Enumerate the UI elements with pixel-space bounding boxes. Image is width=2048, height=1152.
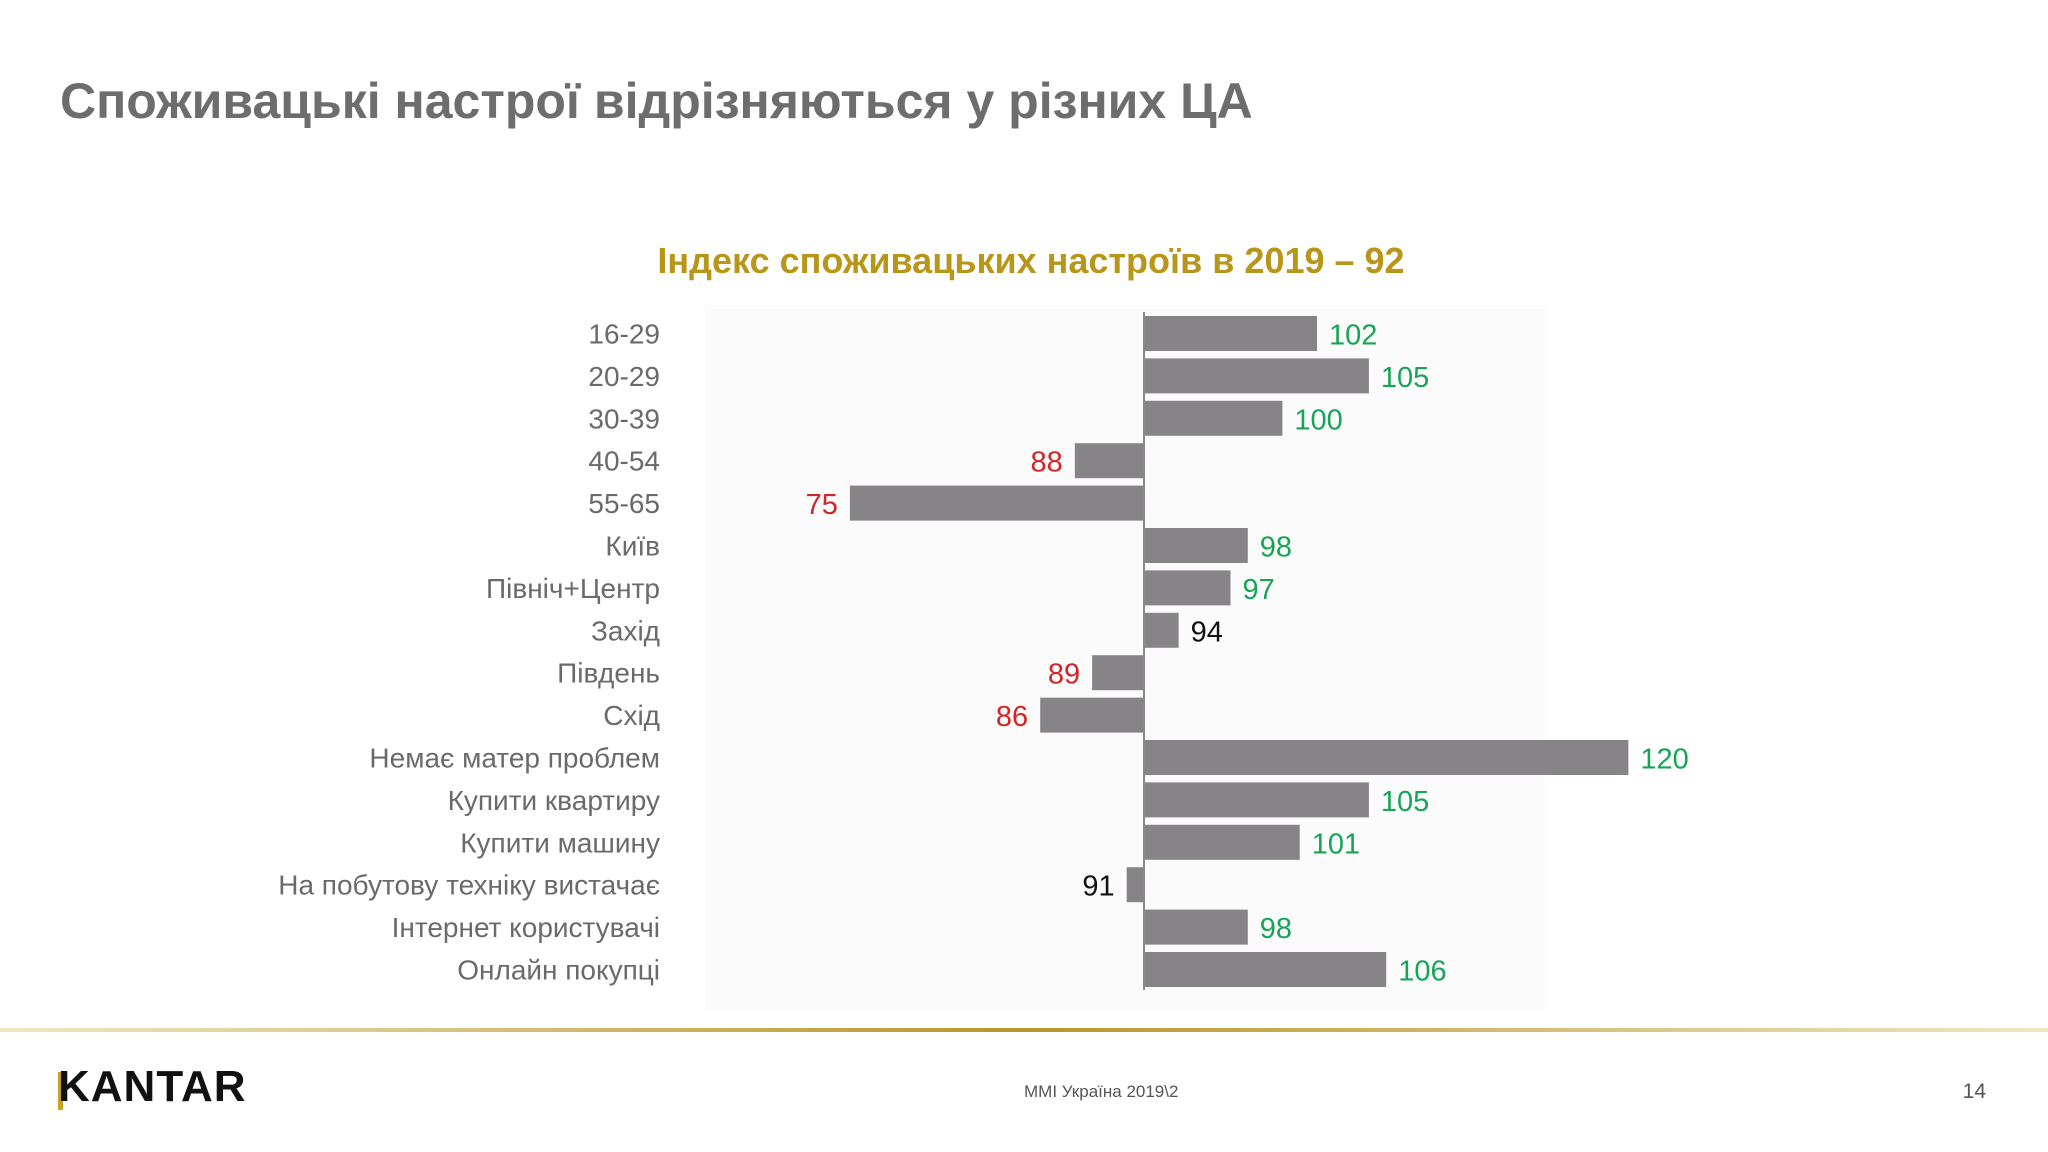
value-label: 88 — [1031, 447, 1063, 479]
value-label: 89 — [1048, 659, 1080, 691]
value-label: 120 — [1640, 744, 1688, 776]
bar — [1092, 655, 1144, 691]
slide-title: Споживацькі настрої відрізняються у різн… — [60, 73, 1253, 129]
category-label: Південь — [557, 658, 660, 689]
category-label: 16-29 — [588, 319, 660, 350]
bar — [1126, 867, 1144, 903]
bar — [1144, 740, 1629, 775]
category-label: Схід — [603, 700, 660, 731]
bar — [1144, 909, 1248, 945]
value-label: 105 — [1381, 786, 1429, 818]
chart-title-text: Індекс споживацьких настроїв в 2019 – 92 — [657, 240, 1405, 281]
value-label: 94 — [1191, 616, 1223, 648]
bar — [849, 485, 1144, 521]
value-label: 100 — [1294, 404, 1342, 436]
value-label: 91 — [1082, 871, 1114, 903]
bar — [1144, 612, 1179, 648]
bar — [1144, 782, 1369, 818]
category-label: Немає матер проблем — [369, 743, 660, 774]
value-label: 102 — [1329, 320, 1377, 352]
value-label: 75 — [806, 489, 838, 521]
value-label: 98 — [1260, 532, 1292, 564]
bar — [1074, 443, 1144, 479]
bar — [1144, 358, 1369, 394]
value-label: 98 — [1260, 913, 1292, 945]
category-label: Інтернет користувачі — [392, 912, 660, 943]
page-number: 14 — [1962, 1080, 1986, 1103]
category-label: 20-29 — [588, 361, 660, 392]
value-label: 101 — [1312, 828, 1360, 860]
bar — [1144, 824, 1300, 860]
category-label: 40-54 — [588, 446, 660, 477]
bar — [1144, 316, 1317, 351]
value-label: 105 — [1381, 362, 1429, 394]
bar — [1144, 528, 1248, 563]
bar — [1144, 400, 1283, 436]
bar — [1144, 570, 1231, 606]
footer-divider — [0, 1028, 2048, 1032]
brand-logo: KANTAR — [58, 1062, 247, 1111]
bar-chart: 16-29 20-29 30-39 40-54 55-65 Київ Північ+Цент… — [278, 312, 1689, 990]
value-label: 86 — [996, 701, 1028, 733]
category-label: Купити квартиру — [448, 785, 660, 816]
category-label: Захід — [591, 615, 660, 646]
category-label: На побутову техніку вистачає — [278, 870, 660, 901]
category-label: Купити машину — [460, 827, 660, 858]
value-label: 106 — [1398, 956, 1446, 988]
brand-accent-bar — [58, 1072, 63, 1110]
category-label: Північ+Центр — [486, 573, 660, 604]
bar — [1144, 952, 1387, 987]
category-label: 55-65 — [588, 488, 660, 519]
bar — [1040, 697, 1144, 733]
footer-source: MMI Україна 2019\2 — [1024, 1082, 1179, 1101]
chart-title: Індекс споживацьких настроїв в 2019 – 92 — [0, 240, 2048, 282]
value-label: 97 — [1243, 574, 1275, 606]
category-label: 30-39 — [588, 403, 660, 434]
category-label: Київ — [605, 531, 660, 562]
category-label: Онлайн покупці — [457, 955, 660, 986]
